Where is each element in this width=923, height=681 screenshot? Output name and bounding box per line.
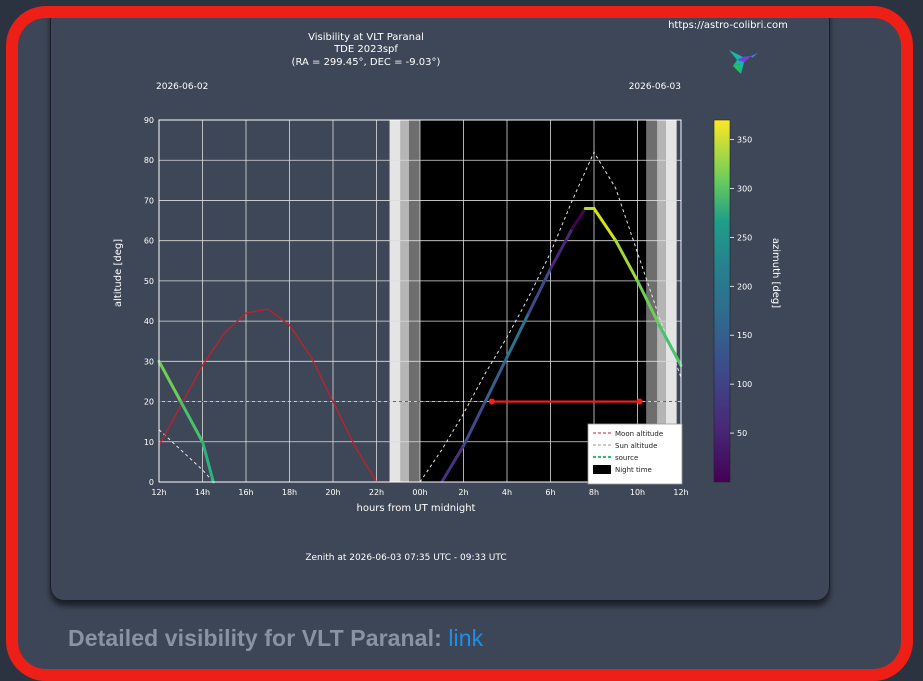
x-tick-label-2: 16h: [238, 488, 253, 497]
source-segment-15: [657, 323, 683, 367]
x-tick-label-7: 2h: [458, 488, 468, 497]
detailed-visibility-line: Detailed visibility for VLT Paranal: lin…: [68, 625, 483, 652]
chart-legend: Moon altitude Sun altitude source Night …: [587, 423, 683, 485]
twilight-band-5: [657, 120, 666, 482]
hummingbird-logo-icon: [729, 50, 758, 74]
source-segment-6: [483, 355, 509, 404]
x-tick-label-4: 20h: [325, 488, 340, 497]
chart-axes: 0 10 20 30 40 50 60 70 80 90 12h 14h 16h 18h 20h 22h 00h…: [144, 116, 689, 497]
source-segment-12: [592, 206, 618, 243]
x-axis-label: hours from UT midnight: [357, 503, 476, 514]
x-tick-label-0: 12h: [151, 488, 166, 497]
website-url[interactable]: https://astro-colibri.com: [668, 20, 788, 31]
chart-title-line-2: TDE 2023spf: [333, 44, 398, 55]
x-tick-label-1: 14h: [195, 488, 210, 497]
legend-label-night: Night time: [615, 466, 652, 474]
y-tick-label-60: 60: [144, 237, 154, 246]
observable-window-start: [488, 398, 495, 405]
date-left-label: 2026-06-02: [156, 82, 208, 92]
y-tick-label-70: 70: [144, 196, 154, 205]
highlight-frame: 0 10 20 30 40 50 60 70 80 90 12h 14h 16h 18h 20h 22h 00h…: [6, 6, 913, 681]
y-tick-label-90: 90: [144, 116, 154, 125]
twilight-band-0: [389, 120, 401, 482]
x-tick-label-9: 6h: [545, 488, 555, 497]
detailed-visibility-link[interactable]: link: [448, 625, 484, 651]
legend-swatch-night: [593, 465, 611, 474]
colorbar-tick-label-100: 100: [737, 380, 752, 389]
x-tick-label-5: 22h: [369, 488, 384, 497]
source-segment-7: [505, 311, 531, 359]
x-tick-label-8: 4h: [502, 488, 512, 497]
y-tick-label-20: 20: [144, 398, 154, 407]
source-segment-0: [157, 359, 183, 404]
colorbar-tick-label-350: 350: [737, 136, 752, 145]
visibility-chart: 0 10 20 30 40 50 60 70 80 90 12h 14h 16h 18h 20h 22h 00h…: [113, 20, 788, 563]
date-right-label: 2026-06-03: [629, 82, 681, 92]
x-tick-label-11: 10h: [630, 488, 645, 497]
y-tick-label-40: 40: [144, 317, 154, 326]
colorbar-label: azimuth [deg]: [770, 238, 781, 308]
observable-window-end: [636, 398, 643, 405]
colorbar: [713, 119, 731, 483]
visibility-card: 0 10 20 30 40 50 60 70 80 90 12h 14h 16h 18h 20h 22h 00h…: [50, 18, 830, 601]
source-segment-5: [462, 400, 487, 448]
twilight-band-4: [646, 120, 658, 482]
y-tick-label-30: 30: [144, 357, 154, 366]
colorbar-tick-label-150: 150: [737, 331, 752, 340]
twilight-band-6: [665, 120, 677, 482]
chart-title-line-3: (RA = 299.45°, DEC = -9.03°): [292, 57, 441, 68]
legend-label-source: source: [615, 454, 638, 462]
colorbar-tick-label-300: 300: [737, 184, 752, 193]
source-segment-10: [570, 206, 587, 231]
y-tick-label-50: 50: [144, 277, 154, 286]
chart-footer-text: Zenith at 2026-06-03 07:35 UTC - 09:33 U…: [305, 553, 506, 563]
y-axis-label: altitude [deg]: [113, 239, 124, 307]
source-segment-8: [527, 267, 552, 315]
legend-label-sun: Sun altitude: [615, 442, 657, 450]
x-tick-label-3: 18h: [282, 488, 297, 497]
chart-title-line-1: Visibility at VLT Paranal: [308, 32, 424, 43]
plot-border: [158, 119, 682, 483]
colorbar-tick-label-50: 50: [737, 429, 747, 438]
x-tick-label-12: 12h: [673, 488, 688, 497]
source-segment-1: [179, 400, 204, 444]
source-segment-9: [549, 227, 574, 271]
chart-lines: [157, 151, 683, 484]
y-tick-label-0: 0: [149, 478, 154, 487]
colorbar-tick-label-200: 200: [737, 282, 752, 291]
twilight-band-1: [400, 120, 410, 482]
x-tick-label-6: 00h: [412, 488, 427, 497]
y-tick-label-10: 10: [144, 438, 154, 447]
colorbar-tick-label-250: 250: [737, 233, 752, 242]
source-segment-4: [440, 444, 465, 484]
source-segment-14: [636, 279, 661, 327]
moon-altitude-line: [158, 308, 388, 483]
source-segment-2: [201, 440, 215, 484]
colorbar-ticks: 50 100 150 200 250 300 350: [730, 136, 752, 438]
x-tick-label-10: 8h: [589, 488, 599, 497]
y-tick-label-80: 80: [144, 156, 154, 165]
legend-label-moon: Moon altitude: [615, 430, 663, 438]
source-segment-13: [614, 239, 639, 283]
twilight-band-2: [409, 120, 420, 482]
sun-altitude-line: [158, 151, 682, 483]
detailed-visibility-label: Detailed visibility for VLT Paranal:: [68, 625, 442, 651]
